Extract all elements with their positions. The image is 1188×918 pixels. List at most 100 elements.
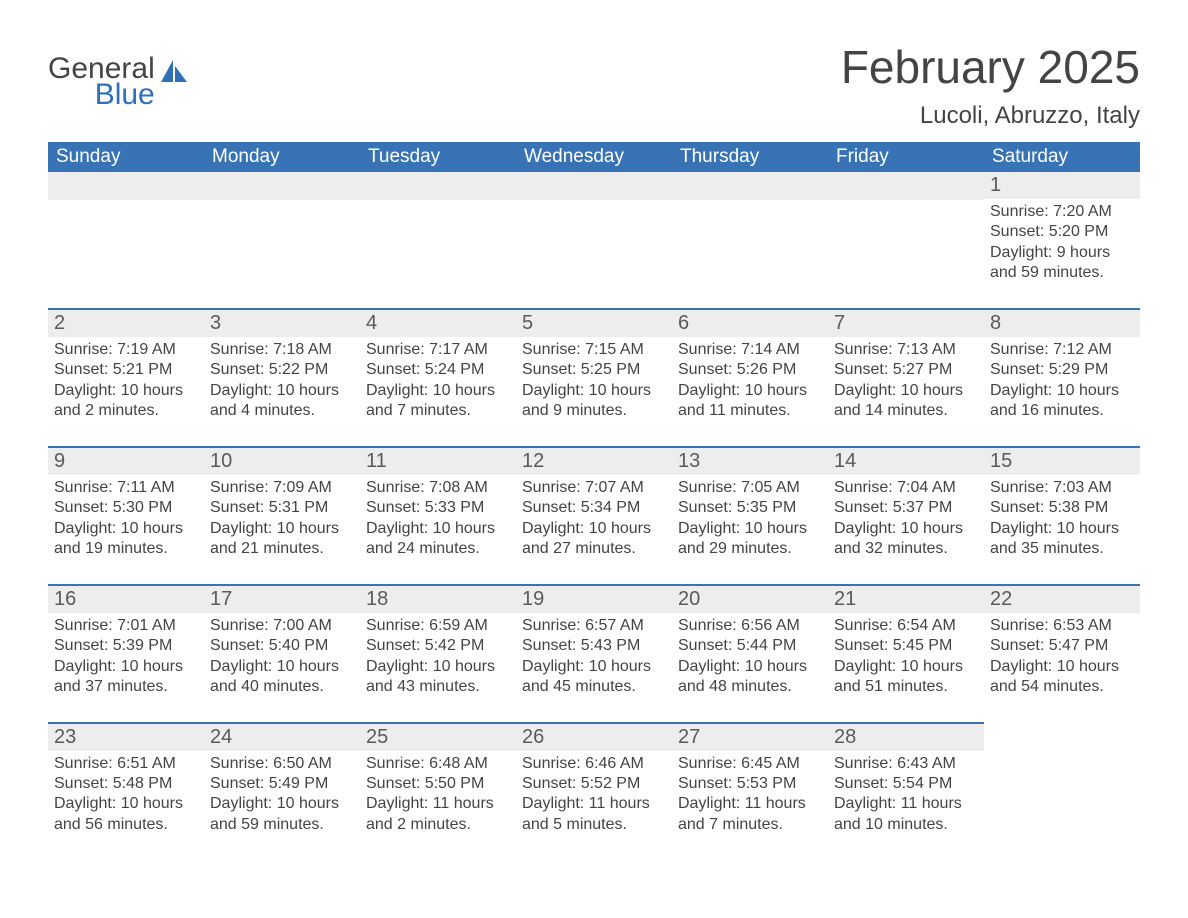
day-header: Wednesday [516,142,672,172]
day-body: Sunrise: 6:43 AMSunset: 5:54 PMDaylight:… [828,751,984,860]
sunrise-text: Sunrise: 7:07 AM [522,478,666,498]
day-body: Sunrise: 6:48 AMSunset: 5:50 PMDaylight:… [360,751,516,860]
day-number: 24 [204,722,360,751]
day-number: 7 [828,308,984,337]
day-number: 21 [828,584,984,613]
sunrise-text: Sunrise: 6:56 AM [678,616,822,636]
sunrise-text: Sunrise: 7:09 AM [210,478,354,498]
title-block: February 2025 Lucoli, Abruzzo, Italy [841,40,1140,130]
sunrise-text: Sunrise: 6:54 AM [834,616,978,636]
daylight-text: Daylight: 10 hours and 51 minutes. [834,657,978,698]
day-body: Sunrise: 6:59 AMSunset: 5:42 PMDaylight:… [360,613,516,722]
day-cell: 15Sunrise: 7:03 AMSunset: 5:38 PMDayligh… [984,446,1140,584]
day-body: Sunrise: 7:19 AMSunset: 5:21 PMDaylight:… [48,337,204,446]
week-row: 2Sunrise: 7:19 AMSunset: 5:21 PMDaylight… [48,308,1140,446]
day-cell: 9Sunrise: 7:11 AMSunset: 5:30 PMDaylight… [48,446,204,584]
sunrise-text: Sunrise: 7:17 AM [366,340,510,360]
day-number: 19 [516,584,672,613]
daylight-text: Daylight: 10 hours and 59 minutes. [210,794,354,835]
sunset-text: Sunset: 5:40 PM [210,636,354,656]
day-cell: 13 Sunrise: 7:05 AMSunset: 5:35 PMDayligh… [672,446,828,584]
sunset-text: Sunset: 5:43 PM [522,636,666,656]
sunset-text: Sunset: 5:30 PM [54,498,198,518]
sunrise-text: Sunrise: 7:11 AM [54,478,198,498]
day-body: Sunrise: 7:09 AMSunset: 5:31 PMDaylight:… [204,475,360,584]
day-body: Sunrise: 7:04 AMSunset: 5:37 PMDaylight:… [828,475,984,584]
sunset-text: Sunset: 5:44 PM [678,636,822,656]
day-number: 16 [48,584,204,613]
sunset-text: Sunset: 5:54 PM [834,774,978,794]
sunset-text: Sunset: 5:35 PM [678,498,822,518]
day-header: Saturday [984,142,1140,172]
day-body: Sunrise: 7:11 AMSunset: 5:30 PMDaylight:… [48,475,204,584]
sunrise-text: Sunrise: 7:03 AM [990,478,1134,498]
day-body: Sunrise: 7:08 AMSunset: 5:33 PMDaylight:… [360,475,516,584]
day-cell: 27Sunrise: 6:45 AMSunset: 5:53 PMDayligh… [672,722,828,860]
day-cell [48,172,204,308]
day-cell: 20Sunrise: 6:56 AMSunset: 5:44 PMDayligh… [672,584,828,722]
day-number: 15 [984,446,1140,475]
daylight-text: Daylight: 10 hours and 40 minutes. [210,657,354,698]
daylight-text: Daylight: 10 hours and 4 minutes. [210,381,354,422]
day-body: Sunrise: 6:45 AMSunset: 5:53 PMDaylight:… [672,751,828,860]
daylight-text: Daylight: 10 hours and 27 minutes. [522,519,666,560]
sunrise-text: Sunrise: 6:57 AM [522,616,666,636]
day-number: 12 [516,446,672,475]
week-row: 1Sunrise: 7:20 AMSunset: 5:20 PMDaylight… [48,172,1140,308]
day-body: Sunrise: 6:53 AMSunset: 5:47 PMDaylight:… [984,613,1140,722]
sunset-text: Sunset: 5:20 PM [990,222,1134,242]
daylight-text: Daylight: 10 hours and 35 minutes. [990,519,1134,560]
day-number: 9 [48,446,204,475]
day-body: Sunrise: 6:50 AMSunset: 5:49 PMDaylight:… [204,751,360,860]
daylight-text: Daylight: 10 hours and 29 minutes. [678,519,822,560]
day-number: 13 [672,446,828,475]
day-cell: 18Sunrise: 6:59 AMSunset: 5:42 PMDayligh… [360,584,516,722]
daylight-text: Daylight: 10 hours and 24 minutes. [366,519,510,560]
day-number: 2 [48,308,204,337]
day-number: 4 [360,308,516,337]
sunset-text: Sunset: 5:42 PM [366,636,510,656]
day-number: 1 [984,172,1140,199]
day-cell [204,172,360,308]
sunrise-text: Sunrise: 7:13 AM [834,340,978,360]
daylight-text: Daylight: 10 hours and 48 minutes. [678,657,822,698]
week-row: 23Sunrise: 6:51 AMSunset: 5:48 PMDayligh… [48,722,1140,860]
sunrise-text: Sunrise: 7:19 AM [54,340,198,360]
daylight-text: Daylight: 11 hours and 10 minutes. [834,794,978,835]
sunrise-text: Sunrise: 6:46 AM [522,754,666,774]
day-body: Sunrise: 7:01 AMSunset: 5:39 PMDaylight:… [48,613,204,722]
sunrise-text: Sunrise: 7:05 AM [678,478,822,498]
day-cell: 1Sunrise: 7:20 AMSunset: 5:20 PMDaylight… [984,172,1140,308]
day-cell: 8Sunrise: 7:12 AMSunset: 5:29 PMDaylight… [984,308,1140,446]
sunrise-text: Sunrise: 6:45 AM [678,754,822,774]
day-cell: 12Sunrise: 7:07 AMSunset: 5:34 PMDayligh… [516,446,672,584]
day-body: Sunrise: 6:57 AMSunset: 5:43 PMDaylight:… [516,613,672,722]
day-number: 6 [672,308,828,337]
sunrise-text: Sunrise: 7:00 AM [210,616,354,636]
day-cell [672,172,828,308]
logo: General Blue [48,54,189,110]
day-header: Friday [828,142,984,172]
sunrise-text: Sunrise: 7:18 AM [210,340,354,360]
day-cell: 23Sunrise: 6:51 AMSunset: 5:48 PMDayligh… [48,722,204,860]
sunset-text: Sunset: 5:33 PM [366,498,510,518]
header: General Blue February 2025 Lucoli, Abruz… [48,40,1140,130]
sunrise-text: Sunrise: 6:50 AM [210,754,354,774]
daylight-text: Daylight: 11 hours and 7 minutes. [678,794,822,835]
sunset-text: Sunset: 5:25 PM [522,360,666,380]
day-header-row: SundayMondayTuesdayWednesdayThursdayFrid… [48,142,1140,172]
day-cell: 5Sunrise: 7:15 AMSunset: 5:25 PMDaylight… [516,308,672,446]
daylight-text: Daylight: 10 hours and 19 minutes. [54,519,198,560]
daylight-text: Daylight: 10 hours and 32 minutes. [834,519,978,560]
daylight-text: Daylight: 10 hours and 2 minutes. [54,381,198,422]
sunset-text: Sunset: 5:27 PM [834,360,978,380]
sunset-text: Sunset: 5:48 PM [54,774,198,794]
empty-day-head [828,172,984,200]
sunset-text: Sunset: 5:50 PM [366,774,510,794]
day-number: 8 [984,308,1140,337]
sunrise-text: Sunrise: 7:12 AM [990,340,1134,360]
day-cell: 26Sunrise: 6:46 AMSunset: 5:52 PMDayligh… [516,722,672,860]
day-cell: 17Sunrise: 7:00 AMSunset: 5:40 PMDayligh… [204,584,360,722]
day-header: Thursday [672,142,828,172]
day-body: Sunrise: 7:18 AMSunset: 5:22 PMDaylight:… [204,337,360,446]
